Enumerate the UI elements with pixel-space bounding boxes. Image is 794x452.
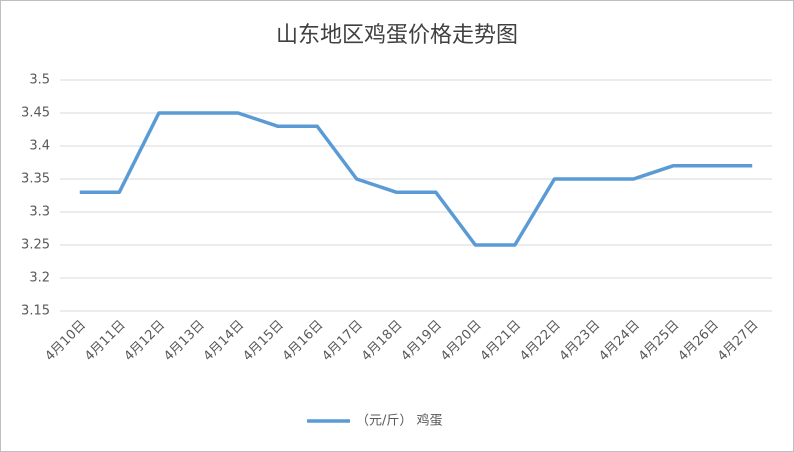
y-tick-label: 3.45 — [21, 106, 50, 121]
y-tick-label: 3.15 — [21, 304, 50, 319]
y-tick-label: 3.35 — [21, 172, 50, 187]
series-line — [79, 111, 753, 247]
y-tick-label: 3.5 — [29, 73, 50, 88]
y-tick-label: 3.4 — [29, 139, 50, 154]
y-tick-label: 3.25 — [21, 238, 50, 253]
chart-title: 山东地区鸡蛋价格走势图 — [276, 23, 518, 48]
legend-label: （元/斤） 鸡蛋 — [356, 413, 443, 429]
y-tick-label: 3.3 — [29, 205, 50, 220]
y-tick-label: 3.2 — [29, 271, 50, 286]
